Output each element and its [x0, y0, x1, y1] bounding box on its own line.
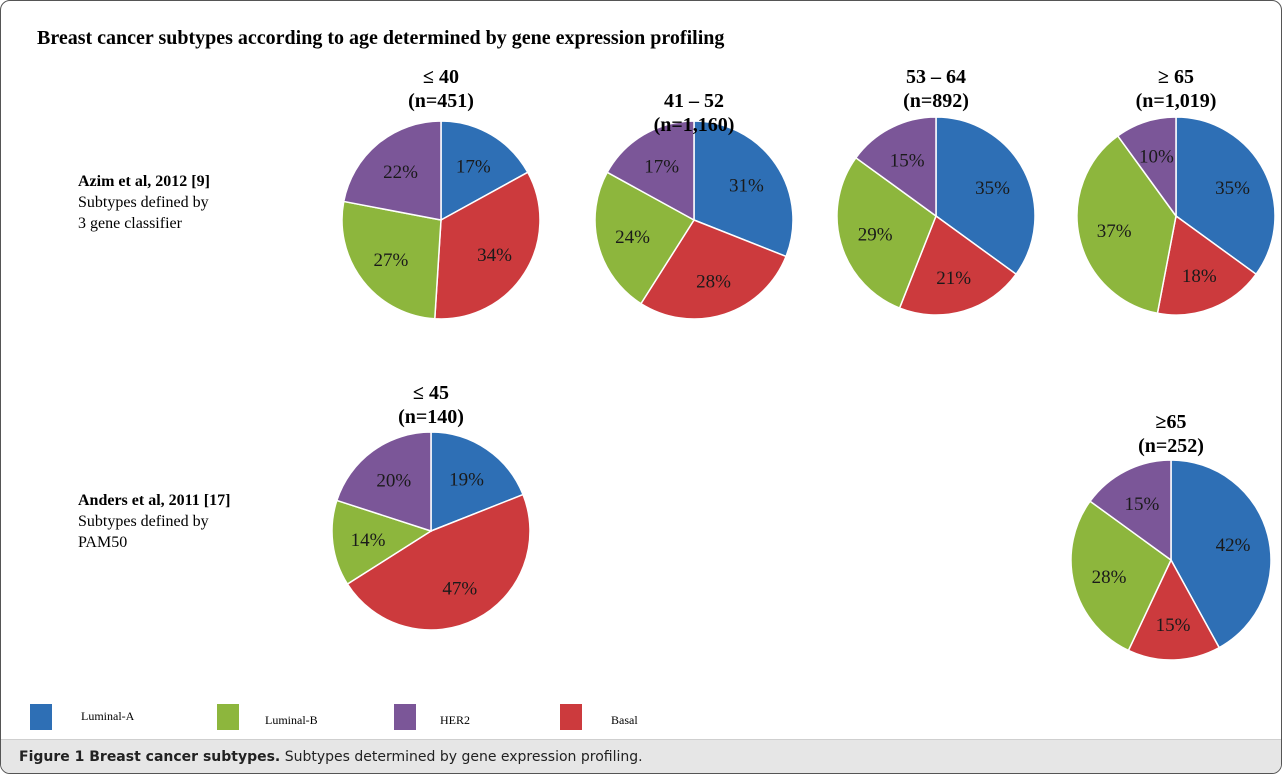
- pie-slice: [341, 200, 442, 320]
- pie-subtitle: (n=1,160): [654, 114, 735, 136]
- pie-slice: [836, 156, 937, 310]
- pie-slice: [440, 120, 529, 222]
- slice-value-label: 35%: [975, 178, 1010, 199]
- legend-swatch: [560, 704, 582, 730]
- slice-value-label: 28%: [1092, 567, 1127, 588]
- pie-chart: 19% 47% 14% 20% ≤ 45(n=140): [331, 382, 531, 631]
- study-label-anders: Anders et al, 2011 [17] Subtypes defined…: [78, 490, 308, 553]
- pie-subtitle: (n=140): [398, 406, 464, 428]
- pie-title: 41 – 52: [664, 90, 724, 112]
- study-name: Anders et al, 2011 [17]: [78, 492, 231, 509]
- legend-swatch: [394, 704, 416, 730]
- slice-value-label: 34%: [477, 245, 512, 266]
- slice-value-label: 15%: [890, 151, 925, 172]
- slice-value-label: 35%: [1215, 178, 1250, 199]
- pie-subtitle: (n=892): [903, 90, 969, 112]
- pie-slice: [639, 219, 788, 320]
- slice-value-label: 37%: [1097, 221, 1132, 242]
- slice-value-label: 17%: [644, 157, 679, 178]
- figure-title: Breast cancer subtypes according to age …: [37, 27, 725, 49]
- slice-value-label: 19%: [449, 470, 484, 491]
- pie-title: ≤ 40: [423, 66, 459, 88]
- pie-slice: [331, 499, 433, 586]
- pie-slice: [342, 120, 442, 221]
- slice-value-label: 42%: [1216, 535, 1251, 556]
- slice-value-label: 31%: [729, 175, 764, 196]
- figure-caption: Figure 1 Breast cancer subtypes. Subtype…: [1, 739, 1281, 773]
- pie-slice: [1156, 214, 1258, 316]
- pie-slice: [1127, 558, 1221, 661]
- slice-value-label: 10%: [1139, 147, 1174, 168]
- pie-slice: [1089, 459, 1172, 562]
- study-description: Subtypes defined by 3 gene classifier: [78, 194, 209, 232]
- pie-slice: [606, 120, 695, 222]
- pie-chart: 35% 21% 29% 15% 53 – 64(n=892): [836, 66, 1036, 316]
- pie-subtitle: (n=252): [1138, 435, 1204, 457]
- pie-slice: [335, 431, 432, 533]
- pie-charts: 17% 34% 27% 22% ≤ 40(n=451) 31% 28% 24% 17% 41 – …: [331, 66, 1276, 661]
- slice-value-label: 21%: [936, 268, 971, 289]
- pie-slice: [693, 120, 794, 258]
- pie-title: 53 – 64: [906, 66, 966, 88]
- pie-slice: [1116, 116, 1177, 219]
- slice-value-label: 47%: [442, 579, 477, 600]
- slice-value-label: 15%: [1124, 494, 1159, 515]
- caption-text: Subtypes determined by gene expression p…: [280, 749, 643, 765]
- pie-title: ≤ 45: [413, 382, 449, 404]
- slice-value-label: 27%: [373, 250, 408, 271]
- pie-chart: 42% 15% 28% 15% ≥65(n=252): [1070, 411, 1272, 661]
- legend-label: Luminal-A: [81, 709, 135, 723]
- pie-title: ≥ 65: [1158, 66, 1194, 88]
- slice-value-label: 15%: [1156, 615, 1191, 636]
- slice-value-label: 22%: [383, 162, 418, 183]
- caption-label: Figure 1 Breast cancer subtypes.: [19, 749, 281, 765]
- pie-subtitle: (n=1,019): [1136, 90, 1217, 112]
- pie-slice: [854, 116, 937, 218]
- legend-label: Luminal-B: [265, 713, 318, 727]
- pie-slice: [1076, 134, 1177, 315]
- pie-slice: [594, 171, 696, 305]
- slice-value-label: 29%: [858, 225, 893, 246]
- slice-value-label: 18%: [1182, 266, 1217, 287]
- slice-value-label: 17%: [456, 157, 491, 178]
- legend-label: HER2: [440, 713, 470, 727]
- pie-slice: [433, 171, 541, 320]
- study-description: Subtypes defined by PAM50: [78, 513, 209, 551]
- pie-slice: [430, 431, 525, 533]
- slice-value-label: 20%: [376, 471, 411, 492]
- study-name: Azim et al, 2012 [9]: [78, 173, 210, 190]
- pie-slice: [1170, 459, 1272, 649]
- pie-subtitle: (n=451): [408, 90, 474, 112]
- study-label-azim: Azim et al, 2012 [9] Subtypes defined by…: [78, 171, 308, 234]
- pie-chart: 31% 28% 24% 17% 41 – 52(n=1,160): [594, 90, 794, 320]
- pie-slice: [898, 214, 1018, 316]
- slice-value-label: 14%: [351, 530, 386, 551]
- legend-label: Basal: [611, 713, 638, 727]
- pie-slice: [1175, 116, 1276, 276]
- pie-chart: 17% 34% 27% 22% ≤ 40(n=451): [341, 66, 541, 320]
- legend-swatch: [30, 704, 52, 730]
- pie-title: ≥65: [1156, 411, 1187, 433]
- slice-value-label: 28%: [696, 271, 731, 292]
- pie-chart: 35% 18% 37% 10% ≥ 65(n=1,019): [1076, 66, 1276, 316]
- slice-value-label: 24%: [615, 227, 650, 248]
- pie-slice: [1070, 500, 1172, 652]
- legend-swatch: [217, 704, 239, 730]
- pie-slice: [346, 493, 531, 631]
- pie-slice: [935, 116, 1036, 276]
